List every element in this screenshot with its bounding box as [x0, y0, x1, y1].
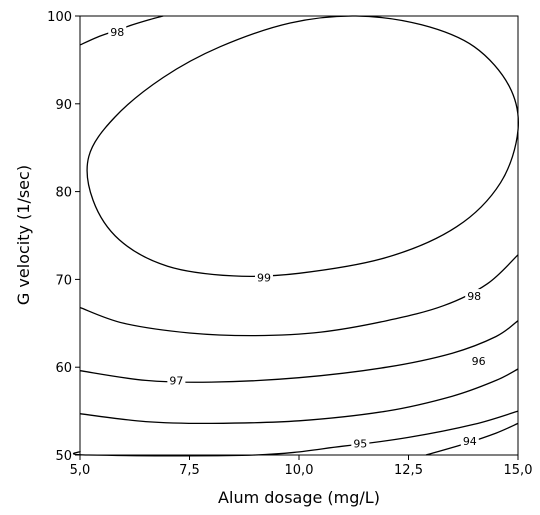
contour-label: 96: [472, 355, 486, 368]
contour-label-background: [460, 433, 479, 448]
x-axis-ticks: 5,0 7,5 10,0 12,5 15,0: [70, 455, 533, 478]
contour-line-94: [425, 422, 519, 456]
contour-labels: 98 99 98 97 96 95 94: [108, 24, 488, 451]
contour-label: 95: [353, 438, 367, 451]
contour-label: 98: [110, 26, 124, 39]
y-axis-title: G velocity (1/sec): [14, 165, 33, 305]
contour-label-background: [167, 373, 186, 388]
contour-label: 98: [467, 290, 481, 303]
y-tick-label: 60: [55, 361, 72, 376]
y-tick-label: 100: [47, 10, 72, 25]
contour-label-background: [469, 354, 488, 369]
x-tick-label: 5,0: [70, 463, 91, 478]
y-tick-label: 50: [55, 449, 72, 464]
x-tick-label: 10,0: [285, 463, 314, 478]
contour-line-99: [86, 15, 520, 278]
contour-label: 97: [169, 374, 183, 387]
contour-line-96: [79, 368, 519, 425]
x-tick-label: 7,5: [179, 463, 200, 478]
contour-label-background: [351, 436, 370, 451]
y-tick-label: 80: [55, 186, 72, 201]
x-tick-label: 15,0: [504, 463, 533, 478]
plot-background: [80, 16, 518, 455]
contour-label: 99: [257, 272, 271, 285]
y-tick-label: 70: [55, 273, 72, 288]
y-axis-ticks: 50 60 70 80 90 100: [47, 10, 80, 464]
x-axis-title: Alum dosage (mg/L): [218, 488, 380, 507]
x-tick-label: 12,5: [394, 463, 423, 478]
contour-label-background: [108, 24, 127, 39]
contour-label-background: [465, 289, 484, 304]
y-tick-label: 90: [55, 98, 72, 113]
contour-label: 94: [463, 435, 477, 448]
contour-label-background: [254, 270, 273, 285]
contour-line-97: [79, 320, 519, 383]
